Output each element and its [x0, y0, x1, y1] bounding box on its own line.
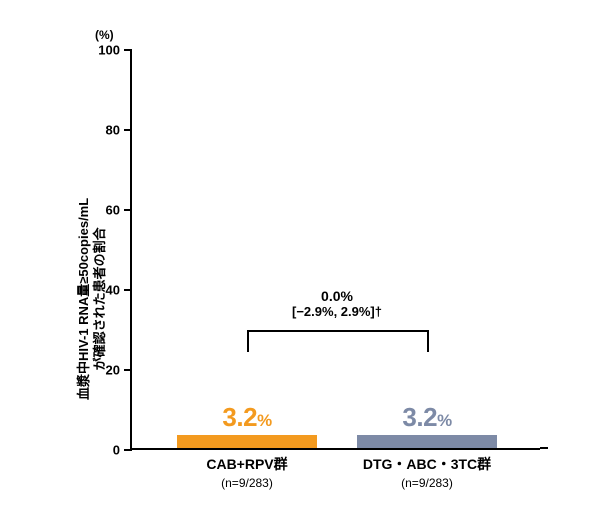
y-axis-title-line2: が確認された患者の割合 [92, 227, 107, 370]
x-axis-end-tick [540, 447, 548, 449]
y-unit-label: (%) [95, 28, 114, 42]
y-tick-label: 20 [106, 363, 120, 378]
y-tick-label: 60 [106, 203, 120, 218]
y-tick-label: 100 [98, 43, 120, 58]
y-tick-label: 40 [106, 283, 120, 298]
y-tick-label: 0 [113, 443, 120, 458]
y-axis-title: 血漿中HIV-1 RNA量≥50copies/mL が確認された患者の割合 [76, 198, 107, 400]
y-tick-label: 80 [106, 123, 120, 138]
y-tick [124, 289, 132, 291]
y-tick [124, 129, 132, 131]
plot-area: 0204060801003.2%CAB+RPV群(n=9/283)3.2%DTG… [130, 50, 540, 450]
y-axis-title-line1: 血漿中HIV-1 RNA量≥50copies/mL [76, 198, 91, 400]
bar-value-label: 3.2% [177, 402, 317, 433]
bar-chart: (%) 血漿中HIV-1 RNA量≥50copies/mL が確認された患者の割… [0, 0, 600, 520]
bar-cab-rpv [177, 435, 317, 448]
comparison-label: 0.0%[−2.9%, 2.9%]† [292, 288, 382, 319]
bar-dtg-abc-3tc [357, 435, 497, 448]
y-tick [124, 369, 132, 371]
bar-value-label: 3.2% [357, 402, 497, 433]
x-category-label: CAB+RPV群(n=9/283) [157, 454, 337, 490]
y-tick [124, 449, 132, 451]
x-category-label: DTG・ABC・3TC群(n=9/283) [337, 454, 517, 490]
y-tick [124, 49, 132, 51]
y-tick [124, 209, 132, 211]
